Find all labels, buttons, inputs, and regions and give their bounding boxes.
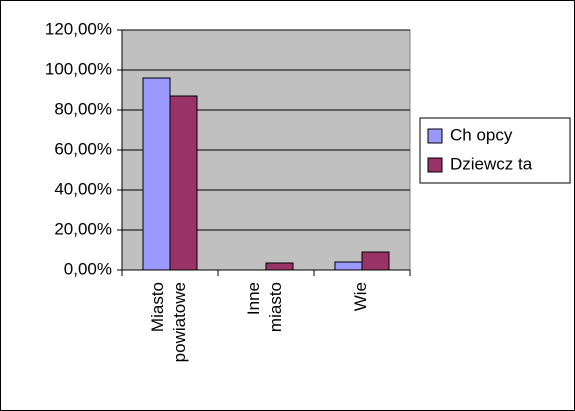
y-tick-label: 80,00%	[54, 99, 112, 118]
legend-swatch	[427, 157, 443, 173]
y-tick-label: 40,00%	[54, 179, 112, 198]
legend-box	[419, 117, 571, 184]
legend-swatch	[427, 128, 443, 144]
x-tick-label: Wie	[351, 282, 370, 311]
y-tick-label: 100,00%	[45, 59, 112, 78]
bar	[361, 251, 390, 271]
x-tick-label: Miasto powiatowe	[148, 282, 189, 362]
y-tick-label: 120,00%	[45, 19, 112, 38]
x-tick-label: Inne miasto	[244, 282, 285, 332]
bar	[334, 261, 363, 271]
y-tick-label: 20,00%	[54, 219, 112, 238]
bar	[142, 77, 171, 271]
legend-label: Dziewcz ta	[450, 154, 533, 173]
y-tick-label: 60,00%	[54, 139, 112, 158]
legend-label: Ch opcy	[450, 125, 513, 144]
bar	[265, 262, 294, 271]
bar	[169, 95, 198, 271]
y-tick-label: 0,00%	[64, 259, 112, 278]
